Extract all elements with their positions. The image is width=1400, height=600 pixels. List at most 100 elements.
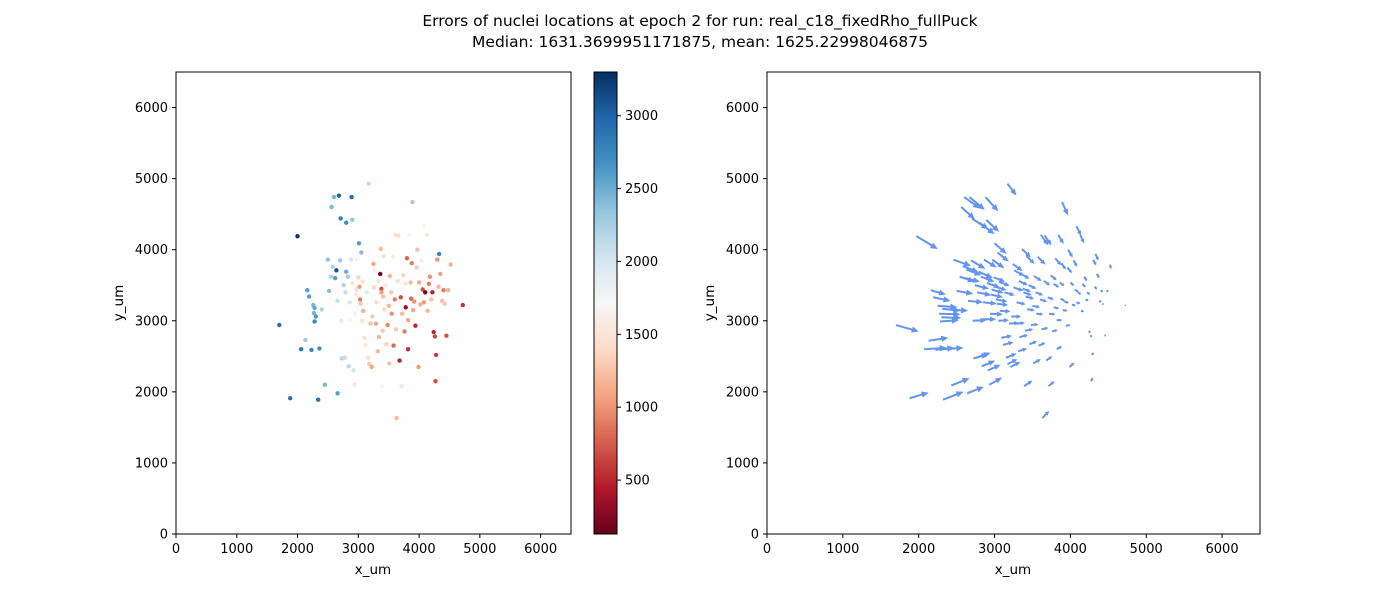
scatter-x-ticks: 0 1000 2000 3000 4000 5000 6000 xyxy=(172,534,557,557)
quiver-arrow xyxy=(988,377,1003,386)
scatter-point xyxy=(388,290,394,295)
quiver-arrow xyxy=(1005,353,1017,359)
scatter-point xyxy=(319,307,324,312)
quiver-arrow xyxy=(1093,286,1097,290)
scatter-point xyxy=(441,288,446,293)
scatter-point xyxy=(423,290,428,295)
quiver-arrow xyxy=(1045,356,1053,362)
quiver-arrow xyxy=(1010,362,1021,368)
quiver-y-tick-label: 2000 xyxy=(726,385,759,400)
scatter-point xyxy=(392,297,397,302)
quiver-arrow xyxy=(982,316,997,322)
quiver-y-tick-label: 0 xyxy=(751,528,759,543)
scatter-point xyxy=(359,318,365,323)
quiver-arrow xyxy=(976,291,992,297)
quiver-arrow xyxy=(1101,302,1104,306)
quiver-arrow xyxy=(1057,234,1064,244)
scatter-point xyxy=(299,347,304,352)
quiver-arrow xyxy=(1085,298,1089,302)
quiver-x-tick-label: 5000 xyxy=(1130,542,1163,557)
quiver-arrow xyxy=(991,288,1004,294)
quiver-arrow xyxy=(1021,248,1031,258)
quiver-arrow xyxy=(956,289,974,296)
scatter-y-tick-label: 1000 xyxy=(135,456,168,471)
scatter-point xyxy=(401,273,406,278)
scatter-panel: 0 1000 2000 3000 4000 5000 6000 0 1000 2000 3000 4… xyxy=(111,71,572,578)
quiver-arrow xyxy=(990,293,1003,299)
scatter-y-label: y_um xyxy=(111,285,127,321)
quiver-arrow xyxy=(1069,281,1075,286)
scatter-point xyxy=(380,328,385,333)
quiver-arrow xyxy=(895,324,919,333)
quiver-arrow xyxy=(970,259,986,269)
scatter-point xyxy=(335,298,340,304)
scatter-y-tick-label: 4000 xyxy=(135,243,168,258)
scatter-y-tick-label: 2000 xyxy=(135,385,168,400)
colorbar-frame xyxy=(593,71,618,535)
quiver-arrow xyxy=(1012,263,1023,271)
scatter-point xyxy=(349,194,354,200)
quiver-arrow xyxy=(1004,291,1015,297)
quiver-arrow xyxy=(998,318,1009,323)
scatter-plot-area xyxy=(176,72,571,534)
scatter-point xyxy=(403,281,408,286)
scatter-point xyxy=(354,287,359,292)
quiver-x-label: x_um xyxy=(995,562,1031,578)
quiver-arrow xyxy=(1094,253,1099,261)
quiver-arrow xyxy=(1096,273,1100,279)
scatter-axes-frame xyxy=(175,71,572,535)
quiver-arrow xyxy=(985,219,1000,232)
quiver-x-tick-label: 1000 xyxy=(826,542,859,557)
quiver-arrow xyxy=(989,311,1003,317)
quiver-arrow xyxy=(974,284,990,290)
quiver-arrow xyxy=(1029,340,1037,346)
scatter-point xyxy=(344,220,349,225)
scatter-point xyxy=(343,290,348,295)
scatter-point xyxy=(421,300,427,305)
scatter-point xyxy=(376,278,381,284)
scatter-point xyxy=(419,258,424,263)
scatter-x-tick-label: 5000 xyxy=(463,542,496,557)
scatter-point xyxy=(362,335,367,340)
scatter-point xyxy=(398,295,403,300)
scatter-x-tick-label: 1000 xyxy=(220,542,253,557)
scatter-y-tick-label: 0 xyxy=(160,528,168,543)
quiver-arrow xyxy=(1039,298,1047,303)
quiver-arrow xyxy=(1032,304,1040,309)
quiver-y-tick-label: 3000 xyxy=(726,314,759,329)
scatter-point xyxy=(460,302,465,308)
quiver-y-ticks: 0 1000 2000 3000 4000 5000 6000 xyxy=(726,101,767,543)
quiver-arrow xyxy=(1077,291,1081,295)
quiver-arrow xyxy=(1066,266,1072,274)
quiver-arrow xyxy=(998,280,1010,287)
scatter-point xyxy=(381,253,386,259)
quiver-arrow xyxy=(1104,334,1106,337)
quiver-y-tick-label: 5000 xyxy=(726,172,759,187)
quiver-arrow xyxy=(1015,321,1025,326)
scatter-point xyxy=(418,302,423,307)
scatter-point xyxy=(397,358,402,363)
quiver-arrow xyxy=(930,289,946,296)
quiver-arrow xyxy=(1056,346,1062,351)
quiver-arrow xyxy=(950,377,970,387)
scatter-point xyxy=(444,333,449,338)
quiver-arrow xyxy=(962,265,979,273)
quiver-arrow xyxy=(1088,330,1091,334)
quiver-arrow xyxy=(963,196,981,209)
scatter-point xyxy=(407,232,412,237)
quiver-arrow xyxy=(1081,283,1086,288)
quiver-arrow xyxy=(967,298,984,305)
scatter-point xyxy=(351,368,356,373)
scatter-point xyxy=(338,216,343,221)
quiver-arrow xyxy=(966,268,982,276)
quiver-arrow xyxy=(1056,318,1062,322)
quiver-arrow xyxy=(928,335,949,342)
scatter-point xyxy=(333,275,338,281)
scatter-point xyxy=(421,224,427,229)
quiver-arrow xyxy=(996,302,1009,307)
quiver-arrow xyxy=(1074,288,1079,293)
scatter-x-tick-label: 3000 xyxy=(342,542,375,557)
scatter-point xyxy=(379,286,384,291)
quiver-x-tick-label: 4000 xyxy=(1054,542,1087,557)
quiver-y-label: y_um xyxy=(702,285,718,321)
